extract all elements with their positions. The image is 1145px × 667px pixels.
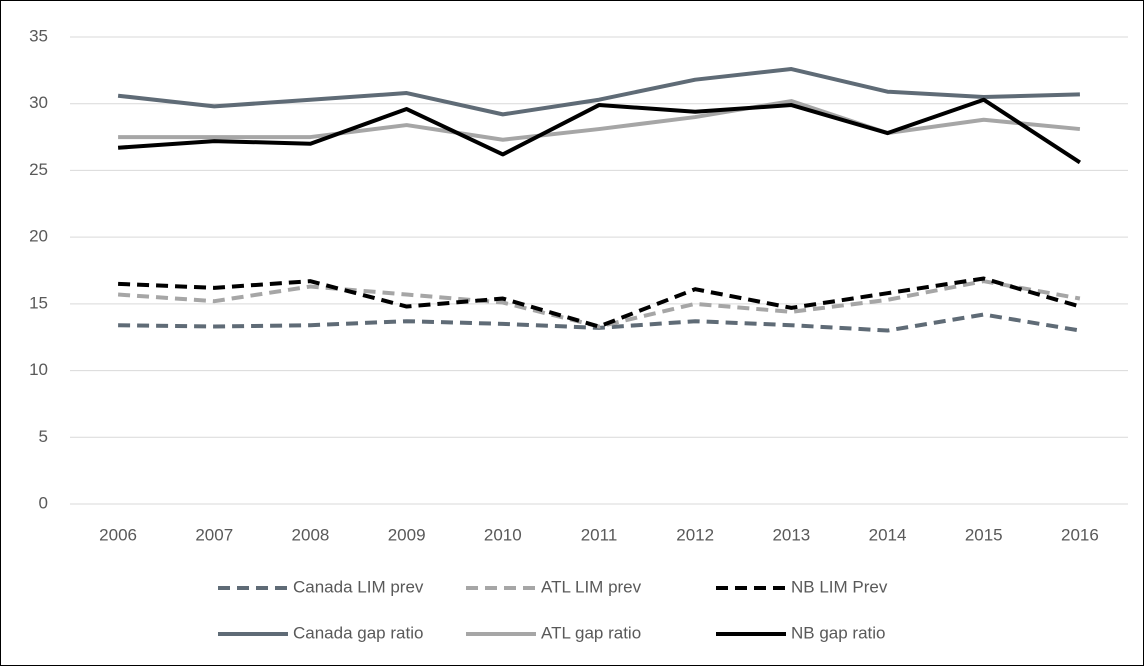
legend-label: NB LIM Prev [791, 577, 888, 596]
y-tick-label: 10 [29, 360, 48, 379]
x-tick-label: 2012 [676, 525, 714, 544]
series-line [118, 276, 1081, 329]
x-tick-label: 2013 [772, 525, 810, 544]
x-tick-label: 2008 [292, 525, 330, 544]
x-tick-label: 2007 [195, 525, 233, 544]
y-tick-label: 20 [29, 227, 48, 246]
y-tick-label: 30 [29, 93, 48, 112]
series-line [117, 279, 1081, 329]
x-tick-label: 2010 [484, 525, 522, 544]
x-tick-label: 2011 [581, 525, 618, 544]
y-tick-label: 35 [29, 26, 48, 45]
y-tick-label: 15 [29, 293, 48, 312]
x-tick-label: 2006 [99, 525, 137, 544]
legend-label: ATL gap ratio [541, 623, 641, 642]
series-line [117, 67, 1080, 117]
legend-label: Canada gap ratio [293, 623, 423, 642]
legend-label: Canada LIM prev [293, 577, 424, 596]
y-tick-label: 25 [29, 160, 48, 179]
series-line [118, 99, 1081, 142]
legend-label: NB gap ratio [791, 623, 886, 642]
x-tick-label: 2016 [1061, 525, 1099, 544]
series-line [117, 97, 1082, 165]
x-tick-label: 2015 [965, 525, 1003, 544]
legend-label: ATL LIM prev [541, 577, 642, 596]
x-tick-label: 2014 [869, 525, 907, 544]
x-tick-label: 2009 [388, 525, 426, 544]
y-tick-label: 5 [39, 427, 48, 446]
y-tick-label: 0 [39, 493, 48, 512]
